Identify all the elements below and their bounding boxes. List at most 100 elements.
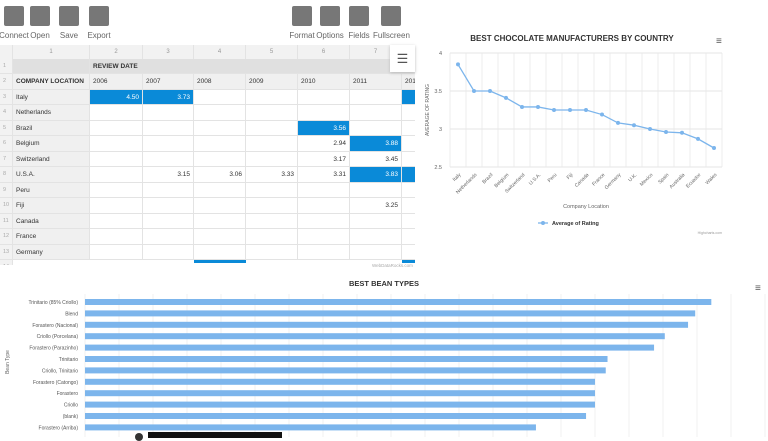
data-point[interactable] [568,108,572,112]
data-point[interactable] [680,130,684,135]
chart-menu-icon[interactable]: ≡ [716,36,722,47]
grid-cell[interactable]: 4.50 [90,89,143,105]
grid-cell[interactable] [246,120,298,136]
grid-cell[interactable] [350,213,402,229]
grid-cell[interactable] [246,89,298,105]
grid-cell[interactable] [194,151,246,167]
grid-cell[interactable] [350,120,402,136]
data-point[interactable] [536,104,540,109]
connect-button[interactable]: Connect [0,6,32,40]
grid-cell[interactable] [402,121,415,136]
grid-cell[interactable]: 2.94 [298,136,350,152]
grid-cell[interactable] [402,183,415,198]
format-button[interactable]: Format [284,6,320,40]
save-button[interactable]: Save [51,6,87,40]
grid-cell[interactable] [90,198,143,214]
data-point[interactable] [520,104,524,109]
grid-cell[interactable]: 3.17 [298,151,350,167]
grid-cell[interactable] [246,229,298,245]
grid-cell[interactable]: 3.15 [143,167,194,183]
bar[interactable] [85,344,655,351]
grid-cell[interactable] [402,167,415,183]
grid-cell[interactable] [402,136,415,152]
grid-cell[interactable] [298,182,350,198]
selected-cell-partial[interactable] [194,260,246,263]
bar[interactable] [85,401,595,408]
data-point[interactable] [664,130,668,135]
data-point[interactable] [552,108,556,112]
grid-cell[interactable] [350,105,402,121]
grid-cell[interactable] [90,229,143,245]
grid-cell[interactable] [90,182,143,198]
grid-cell[interactable] [246,213,298,229]
grid-cell[interactable] [90,136,143,152]
grid-cell[interactable] [246,136,298,152]
grid-cell[interactable] [402,105,415,121]
data-point[interactable] [488,89,492,93]
grid-cell[interactable] [143,120,194,136]
grid-cell[interactable] [350,244,402,260]
bar[interactable] [85,367,606,374]
data-point[interactable] [696,136,700,141]
grid-cell[interactable] [298,89,350,105]
grid-cell[interactable] [246,244,298,260]
grid-cell[interactable]: 3.33 [246,167,298,183]
grid-cell[interactable]: 3.45 [350,151,402,167]
options-button[interactable]: Options [312,6,348,40]
grid-cell[interactable] [143,136,194,152]
grid-cell[interactable]: 3.06 [194,167,246,183]
fullscreen-button[interactable]: Fullscreen [373,6,410,40]
grid-cell[interactable] [194,229,246,245]
data-point[interactable] [584,108,588,112]
bar[interactable] [85,333,665,340]
grid-cell[interactable] [402,229,415,245]
open-button[interactable]: Open [22,6,58,40]
grid-cell[interactable] [350,89,402,105]
grid-cell[interactable] [143,105,194,121]
bar[interactable] [85,424,536,431]
grid-cell[interactable] [143,198,194,214]
bar[interactable] [85,299,712,305]
grid-cell[interactable] [90,244,143,260]
chart-menu-icon[interactable]: ≡ [755,283,761,294]
grid-cell[interactable] [194,120,246,136]
grid-cell[interactable] [298,229,350,245]
grid-cell[interactable]: 3.83 [350,167,402,183]
data-point[interactable] [648,127,652,131]
grid-cell[interactable] [90,120,143,136]
grid-cell[interactable] [246,198,298,214]
grid-cell[interactable] [90,167,143,183]
grid-cell[interactable] [90,151,143,167]
grid-cell[interactable] [194,105,246,121]
export-button[interactable]: Export [81,6,117,40]
grid-cell[interactable] [143,244,194,260]
grid-cell[interactable] [143,213,194,229]
bar[interactable] [85,390,595,397]
data-point[interactable] [712,146,716,150]
grid-cell[interactable] [90,213,143,229]
grid-cell[interactable] [194,89,246,105]
grid-cell[interactable] [402,152,415,167]
bar[interactable] [85,310,696,317]
legend-item[interactable]: Average of Rating [552,221,599,227]
bar[interactable] [85,321,689,328]
grid-cell[interactable]: 3.25 [350,198,402,214]
grid-cell[interactable] [298,213,350,229]
data-point[interactable] [600,112,604,117]
grid-cell[interactable] [402,89,415,105]
grid-cell[interactable] [298,244,350,260]
grid-cell[interactable] [246,151,298,167]
grid-cell[interactable] [143,151,194,167]
grid-cell[interactable] [143,182,194,198]
data-point[interactable] [616,120,620,125]
data-point[interactable] [504,95,508,100]
grid-cell[interactable] [194,213,246,229]
selected-cell-partial[interactable] [402,260,415,263]
bar[interactable] [85,378,595,385]
grid-cell[interactable] [194,244,246,260]
grid-cell[interactable] [246,182,298,198]
grid-cell[interactable] [194,198,246,214]
grid-cell[interactable] [194,182,246,198]
grid-cell[interactable] [402,214,415,229]
grid-cell[interactable]: 3.31 [298,167,350,183]
